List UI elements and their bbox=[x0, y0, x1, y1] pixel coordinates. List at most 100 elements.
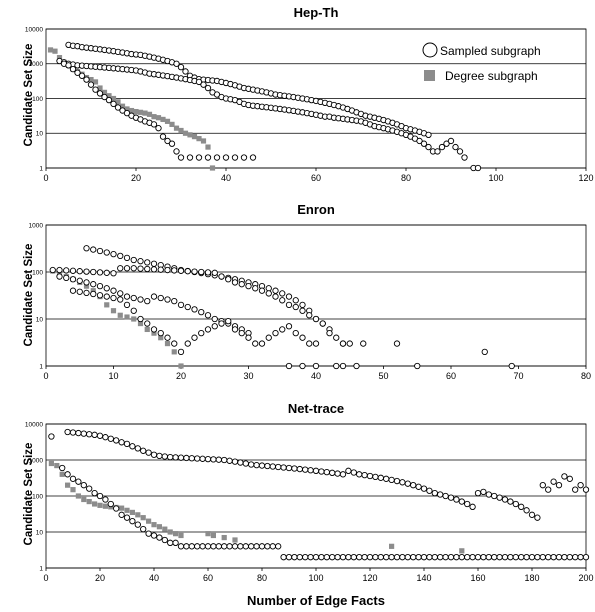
data-point-sampled bbox=[204, 543, 212, 550]
data-point-sampled bbox=[474, 164, 482, 172]
data-point-sampled bbox=[69, 267, 77, 274]
data-point-sampled bbox=[204, 326, 212, 333]
data-point-sampled bbox=[96, 432, 104, 439]
data-point-degree bbox=[54, 462, 60, 469]
data-point-sampled bbox=[156, 534, 163, 541]
data-point-degree bbox=[164, 118, 171, 124]
x-tick-label: 100 bbox=[308, 573, 323, 583]
data-point-sampled bbox=[199, 543, 206, 550]
data-point-sampled bbox=[242, 460, 249, 467]
data-point-sampled bbox=[164, 266, 171, 274]
data-point-sampled bbox=[319, 320, 326, 327]
data-point-sampled bbox=[101, 93, 108, 101]
data-point-sampled bbox=[431, 554, 438, 561]
data-point-sampled bbox=[372, 554, 379, 561]
data-point-sampled bbox=[182, 68, 189, 75]
data-point-sampled bbox=[269, 463, 276, 470]
data-point-sampled bbox=[414, 362, 421, 370]
data-point-sampled bbox=[292, 303, 299, 311]
data-point-degree bbox=[128, 107, 135, 114]
data-point-sampled bbox=[292, 329, 299, 337]
data-point-sampled bbox=[69, 429, 77, 436]
data-point-sampled bbox=[306, 312, 313, 319]
data-point-sampled bbox=[167, 539, 174, 546]
data-point-sampled bbox=[350, 469, 357, 476]
data-point-degree bbox=[191, 134, 198, 140]
data-point-sampled bbox=[76, 268, 83, 275]
data-point-sampled bbox=[248, 461, 255, 468]
data-point-sampled bbox=[140, 447, 147, 454]
data-point-sampled bbox=[245, 334, 252, 341]
data-point-degree bbox=[75, 493, 81, 499]
data-point-sampled bbox=[231, 279, 239, 286]
data-point-sampled bbox=[92, 86, 99, 93]
data-point-sampled bbox=[388, 554, 395, 561]
data-point-sampled bbox=[508, 362, 515, 370]
data-point-degree bbox=[173, 531, 179, 537]
data-point-sampled bbox=[238, 281, 245, 288]
data-point-sampled bbox=[555, 482, 563, 489]
data-point-sampled bbox=[144, 297, 151, 305]
data-point-sampled bbox=[90, 290, 97, 298]
data-point-sampled bbox=[518, 503, 525, 510]
data-point-sampled bbox=[461, 154, 468, 161]
data-point-sampled bbox=[272, 293, 279, 300]
data-point-sampled bbox=[198, 329, 205, 337]
data-point-sampled bbox=[90, 281, 97, 288]
data-point-sampled bbox=[164, 334, 171, 341]
data-point-sampled bbox=[184, 340, 191, 347]
data-point-degree bbox=[173, 125, 180, 131]
data-point-sampled bbox=[83, 268, 90, 275]
data-point-sampled bbox=[265, 334, 272, 341]
data-point-sampled bbox=[161, 536, 168, 544]
data-point-degree bbox=[65, 482, 71, 488]
x-tick-label: 100 bbox=[488, 173, 503, 183]
data-point-sampled bbox=[410, 554, 417, 561]
data-point-sampled bbox=[137, 265, 144, 272]
data-point-sampled bbox=[299, 362, 306, 370]
data-point-sampled bbox=[191, 334, 198, 341]
data-point-sampled bbox=[399, 554, 406, 561]
data-point-sampled bbox=[416, 137, 423, 145]
data-point-sampled bbox=[258, 340, 266, 347]
data-point-sampled bbox=[164, 296, 171, 303]
data-point-degree bbox=[106, 93, 112, 99]
data-point-degree bbox=[124, 314, 130, 320]
data-point-sampled bbox=[393, 340, 401, 347]
data-point-sampled bbox=[377, 554, 384, 561]
data-point-sampled bbox=[518, 554, 525, 561]
data-point-sampled bbox=[210, 456, 217, 463]
data-point-sampled bbox=[177, 301, 185, 309]
data-point-sampled bbox=[420, 554, 428, 561]
data-point-sampled bbox=[501, 496, 509, 503]
data-point-degree bbox=[110, 308, 117, 314]
data-point-sampled bbox=[464, 500, 471, 508]
data-point-sampled bbox=[360, 340, 367, 347]
data-point-sampled bbox=[555, 554, 563, 561]
data-point-sampled bbox=[155, 125, 162, 132]
data-point-sampled bbox=[415, 483, 422, 490]
x-tick-label: 140 bbox=[416, 573, 431, 583]
data-point-sampled bbox=[113, 437, 120, 444]
data-point-sampled bbox=[107, 500, 114, 508]
data-point-degree bbox=[47, 47, 54, 53]
data-point-sampled bbox=[404, 554, 411, 561]
data-point-sampled bbox=[312, 554, 320, 561]
data-point-sampled bbox=[528, 511, 536, 518]
x-tick-label: 0 bbox=[43, 371, 48, 381]
x-tick-label: 120 bbox=[578, 173, 593, 183]
data-point-sampled bbox=[265, 290, 272, 297]
data-point-degree bbox=[97, 502, 103, 508]
data-point-sampled bbox=[572, 554, 579, 561]
data-point-sampled bbox=[172, 454, 179, 461]
data-point-sampled bbox=[144, 265, 151, 273]
x-tick-label: 40 bbox=[221, 173, 231, 183]
data-point-sampled bbox=[302, 554, 309, 561]
data-point-degree bbox=[59, 471, 65, 477]
data-point-sampled bbox=[69, 475, 77, 482]
data-point-sampled bbox=[129, 443, 136, 450]
x-tick-label: 20 bbox=[131, 173, 141, 183]
data-point-sampled bbox=[501, 554, 509, 561]
data-point-sampled bbox=[323, 554, 330, 561]
data-point-sampled bbox=[96, 492, 104, 500]
